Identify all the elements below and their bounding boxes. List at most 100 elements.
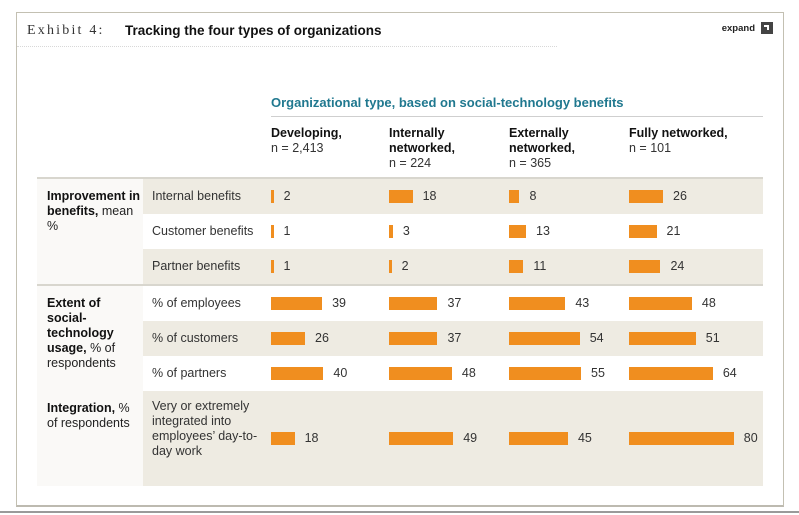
- bar: [271, 332, 306, 345]
- column-name: Internally networked,: [389, 126, 455, 155]
- bar-value-label: 45: [577, 431, 592, 445]
- table-row: Internal benefits 2 18 8 26: [143, 179, 763, 214]
- table-row: Partner benefits 1 2 11 24: [143, 249, 763, 284]
- bar-value-label: 43: [575, 296, 590, 310]
- row-label: % of customers: [152, 331, 239, 345]
- section-label-unit: mean %: [47, 204, 134, 233]
- bar: [271, 297, 323, 310]
- exhibit-label: Exhibit 4:: [27, 23, 105, 38]
- bar: [389, 432, 454, 445]
- bar-value-label: 80: [743, 431, 758, 445]
- bar-value-label: 54: [589, 331, 604, 345]
- column-header: Externally networked, n = 365: [509, 126, 621, 171]
- bar-value-label: 26: [673, 189, 687, 203]
- table-section: Improvement in benefits, mean % Internal …: [37, 179, 763, 284]
- table-row: % of partners 40 48 55 64: [143, 356, 763, 391]
- bar: [509, 367, 582, 380]
- section-label-bold: Extent of social-technology usage,: [47, 296, 114, 355]
- expand-label: expand: [721, 22, 755, 34]
- bar: [271, 260, 274, 273]
- table-row: % of customers 26 37 54 51: [143, 321, 763, 356]
- bar: [389, 225, 393, 238]
- column-header: Fully networked, n = 101: [629, 126, 741, 156]
- table-row: Very or extremely integrated into employ…: [143, 391, 763, 486]
- section-label-unit: % of respondents: [47, 341, 116, 370]
- bar: [389, 260, 392, 273]
- bar-value-label: 18: [304, 431, 319, 445]
- bar: [509, 297, 566, 310]
- section-label: Improvement in benefits, mean %: [37, 179, 143, 284]
- expand-icon: [761, 22, 773, 34]
- bar-value-label: 26: [315, 331, 329, 345]
- row-label: Internal benefits: [152, 189, 241, 203]
- bar: [509, 190, 520, 203]
- bar: [271, 190, 274, 203]
- row-label: Very or extremely integrated into employ…: [152, 399, 258, 458]
- bar: [509, 260, 524, 273]
- bar: [629, 260, 661, 273]
- bar: [509, 332, 580, 345]
- bar: [629, 225, 657, 238]
- bar: [629, 332, 696, 345]
- table-row: Customer benefits 1 3 13 21: [143, 214, 763, 249]
- column-sample-size: n = 2,413: [271, 141, 324, 155]
- column-name: Developing,: [271, 126, 342, 140]
- bar-value-label: 1: [283, 224, 291, 238]
- bar-value-label: 8: [529, 189, 537, 203]
- column-sample-size: n = 101: [629, 141, 672, 155]
- bar: [509, 432, 568, 445]
- column-name: Fully networked,: [629, 126, 728, 140]
- row-label: Partner benefits: [152, 259, 241, 273]
- bar-value-label: 40: [333, 366, 348, 380]
- bar-value-label: 37: [447, 296, 462, 310]
- bar-value-label: 13: [536, 224, 550, 238]
- bar-value-label: 37: [447, 331, 462, 345]
- bar-value-label: 3: [402, 224, 410, 238]
- column-sample-size: n = 224: [389, 156, 432, 170]
- bar-value-label: 55: [591, 366, 605, 380]
- column-sample-size: n = 365: [509, 156, 552, 170]
- bar: [389, 332, 438, 345]
- bar-value-label: 24: [670, 259, 685, 273]
- exhibit-title: Tracking the four types of organizations: [125, 23, 382, 38]
- column-header: Internally networked, n = 224: [389, 126, 501, 171]
- group-title: Organizational type, based on social-tec…: [271, 95, 624, 110]
- table-section: Integration, % of respondents Very or ext…: [37, 391, 763, 486]
- section-label-bold: Integration,: [47, 401, 116, 415]
- bar-value-label: 39: [332, 296, 346, 310]
- column-header: Developing, n = 2,413: [271, 126, 383, 156]
- expand-button[interactable]: expand: [722, 22, 773, 34]
- bar-value-label: 18: [422, 189, 437, 203]
- bar-value-label: 2: [401, 259, 409, 273]
- exhibit-frame: Exhibit 4: Tracking the four types of or…: [16, 12, 784, 507]
- bar-value-label: 48: [701, 296, 716, 310]
- table-top-divider: [37, 177, 763, 179]
- column-name: Externally networked,: [509, 126, 575, 155]
- bar: [629, 432, 734, 445]
- table-row: % of employees 39 37 43 48: [143, 286, 763, 321]
- bar: [271, 432, 295, 445]
- group-divider: [271, 116, 763, 117]
- bar-value-label: 51: [705, 331, 720, 345]
- bar-value-label: 49: [463, 431, 478, 445]
- section-label-unit: % of respondents: [47, 401, 130, 430]
- bar: [271, 367, 324, 380]
- row-label: Customer benefits: [152, 224, 254, 238]
- bar-value-label: 64: [722, 366, 737, 380]
- bar-value-label: 1: [283, 259, 291, 273]
- bar: [629, 190, 664, 203]
- section-label: Extent of social-technology usage, % of …: [37, 286, 143, 391]
- bar-value-label: 48: [461, 366, 476, 380]
- bar: [629, 367, 713, 380]
- exhibit-header: Exhibit 4: Tracking the four types of or…: [17, 13, 557, 47]
- row-label: % of partners: [152, 366, 227, 380]
- bar: [389, 297, 438, 310]
- bar: [389, 367, 452, 380]
- section-label-bold: Improvement in benefits,: [47, 189, 141, 218]
- section-label: Integration, % of respondents: [37, 391, 143, 486]
- bar: [509, 225, 527, 238]
- page-divider: [0, 511, 799, 513]
- bar-value-label: 11: [533, 259, 547, 273]
- section-divider: [37, 284, 763, 286]
- bar: [271, 225, 274, 238]
